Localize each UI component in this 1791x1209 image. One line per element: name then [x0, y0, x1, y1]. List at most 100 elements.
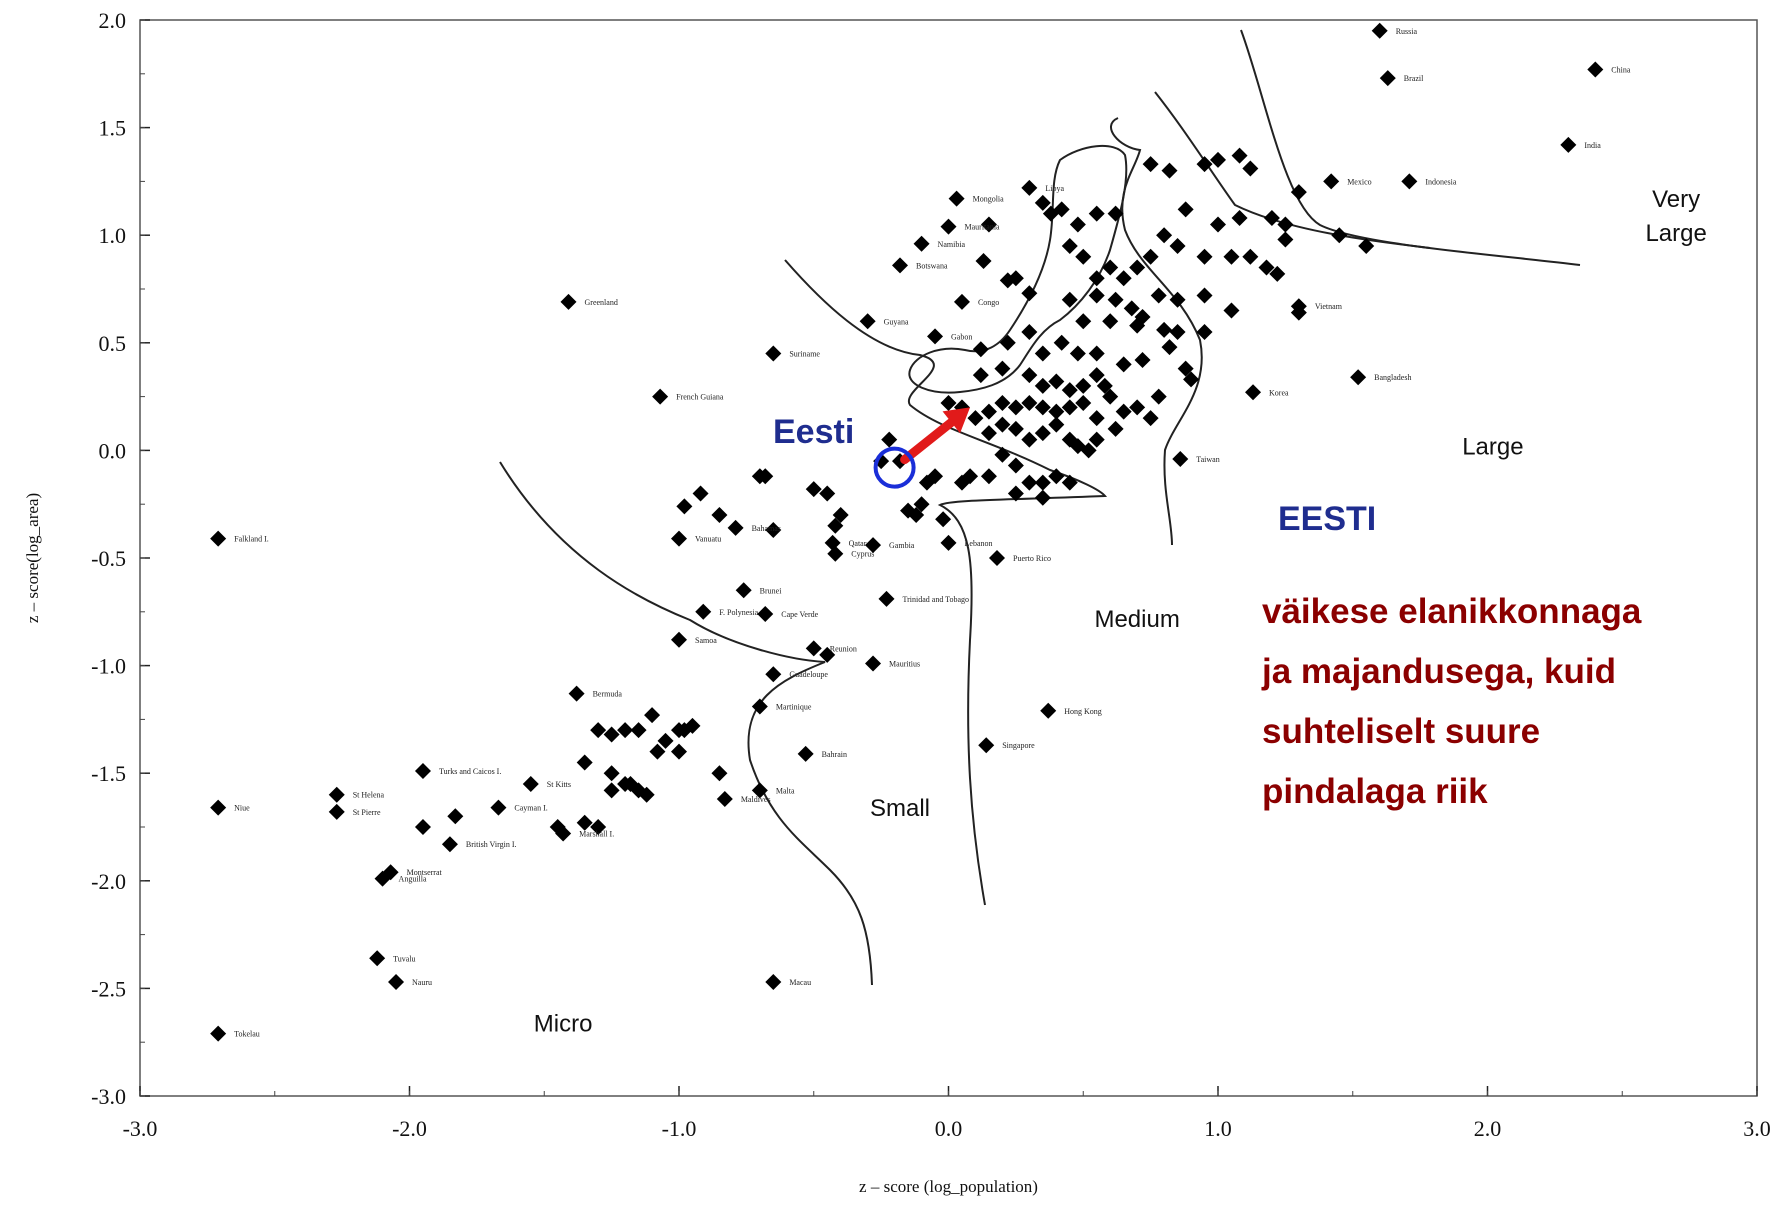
- data-point: [590, 722, 607, 739]
- point-label: Marshall I.: [579, 829, 614, 838]
- data-point: [1196, 248, 1213, 265]
- data-point: [765, 973, 782, 990]
- point-label: Suriname: [789, 350, 820, 359]
- data-point: [972, 367, 989, 384]
- data-point: [1088, 345, 1105, 362]
- point-label: Qatar: [849, 539, 867, 548]
- arrow: [900, 417, 956, 465]
- data-point: [980, 216, 997, 233]
- data-point: [865, 537, 882, 554]
- data-point: [727, 519, 744, 536]
- data-point: [1021, 179, 1038, 196]
- data-point: [1379, 70, 1396, 87]
- y-tick-label: 0.0: [99, 438, 127, 463]
- data-point: [490, 799, 507, 816]
- point-label: Cyprus: [851, 550, 874, 559]
- x-tick-label: -3.0: [123, 1116, 158, 1141]
- data-point: [980, 468, 997, 485]
- point-label: Anguilla: [399, 875, 427, 884]
- data-point: [1061, 399, 1078, 416]
- point-label: Mongolia: [973, 195, 1005, 204]
- data-point: [716, 791, 733, 808]
- data-point: [1034, 377, 1051, 394]
- data-point: [1102, 313, 1119, 330]
- data-point: [1048, 416, 1065, 433]
- data-point: [638, 786, 655, 803]
- point-label: Hong Kong: [1064, 707, 1102, 716]
- point-label: Mauritius: [889, 659, 920, 668]
- data-point: [1161, 162, 1178, 179]
- x-tick-label: 1.0: [1204, 1116, 1232, 1141]
- data-point: [1107, 420, 1124, 437]
- data-point: [1277, 216, 1294, 233]
- annotations: Eesti EESTI väikese elanikkonnaga ja maj…: [773, 407, 1642, 811]
- data-point: [1150, 388, 1167, 405]
- y-tick-label: -0.5: [91, 546, 126, 571]
- data-point: [617, 722, 634, 739]
- point-label: Singapore: [1002, 741, 1035, 750]
- data-point: [1061, 382, 1078, 399]
- data-point: [805, 481, 822, 498]
- data-point: [1358, 237, 1375, 254]
- data-point: [927, 328, 944, 345]
- data-point: [1156, 227, 1173, 244]
- data-point: [414, 763, 431, 780]
- data-point: [1088, 287, 1105, 304]
- data-point: [994, 416, 1011, 433]
- plot-frame: [139, 19, 1758, 1097]
- point-label: St Kitts: [547, 780, 571, 789]
- y-tick-label: -3.0: [91, 1084, 126, 1109]
- data-point: [1169, 324, 1186, 341]
- data-point: [878, 590, 895, 607]
- point-label: Malta: [776, 786, 795, 795]
- data-point: [1069, 438, 1086, 455]
- data-point: [978, 737, 995, 754]
- data-point: [948, 190, 965, 207]
- data-point: [1088, 367, 1105, 384]
- data-point: [735, 582, 752, 599]
- y-tick-label: -2.5: [91, 976, 126, 1001]
- data-point: [692, 485, 709, 502]
- data-point: [1210, 151, 1226, 168]
- data-point: [1107, 205, 1124, 222]
- data-point: [695, 603, 712, 620]
- data-point: [1242, 248, 1259, 265]
- data-point: [1048, 403, 1065, 420]
- region-label: Large: [1462, 434, 1523, 461]
- data-point: [522, 775, 539, 792]
- eesti-side-title: EESTI: [1278, 500, 1376, 538]
- x-tick-label: -1.0: [662, 1116, 697, 1141]
- data-point: [1258, 259, 1275, 276]
- data-point: [369, 950, 386, 967]
- data-point: [1231, 147, 1248, 164]
- point-label: Martinique: [776, 702, 812, 711]
- y-tick-label: -1.5: [91, 761, 126, 786]
- data-point: [671, 743, 687, 760]
- data-point: [630, 722, 647, 739]
- data-point: [1277, 231, 1294, 248]
- point-label: Guyana: [884, 317, 909, 326]
- data-point: [652, 388, 669, 405]
- x-tick-label: 2.0: [1474, 1116, 1502, 1141]
- data-point: [568, 685, 585, 702]
- point-label: Congo: [978, 298, 999, 307]
- data-point: [757, 605, 774, 622]
- y-tick-label: 1.5: [99, 116, 127, 141]
- data-point: [1587, 61, 1604, 78]
- data-point: [560, 293, 577, 310]
- point-label: Cayman I.: [514, 804, 547, 813]
- point-label: Korea: [1269, 388, 1289, 397]
- x-tick-label: 3.0: [1743, 1116, 1771, 1141]
- data-point: [1021, 324, 1038, 341]
- data-point: [940, 218, 957, 235]
- data-point: [1290, 298, 1307, 315]
- data-point: [819, 485, 836, 502]
- data-point: [891, 257, 908, 274]
- data-point: [1142, 156, 1159, 173]
- data-point: [414, 819, 431, 835]
- data-point: [819, 646, 836, 663]
- data-point: [1007, 457, 1024, 474]
- data-point: [1088, 431, 1105, 448]
- data-point: [576, 754, 593, 771]
